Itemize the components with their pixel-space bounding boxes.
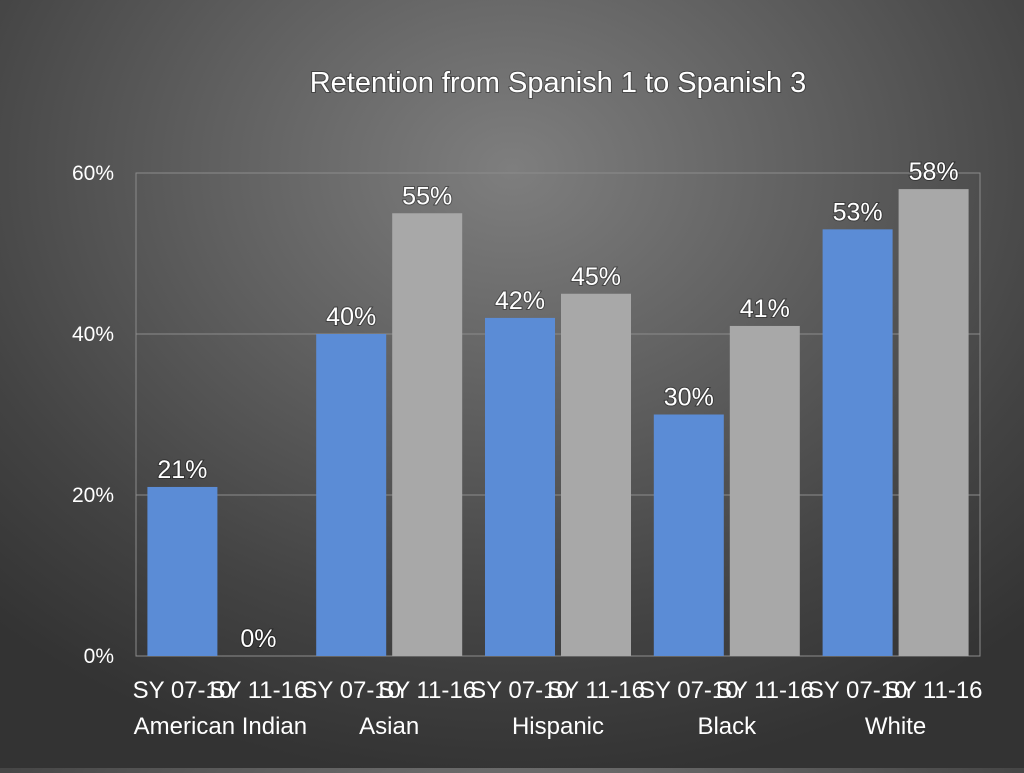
- data-label: 41%: [740, 295, 790, 323]
- bar: [822, 229, 893, 656]
- data-label: 53%: [833, 198, 883, 226]
- bar: [561, 293, 631, 656]
- data-label: 55%: [402, 182, 452, 210]
- x-series-label: SY 11-16: [209, 677, 307, 704]
- data-label: 21%: [157, 456, 207, 484]
- data-label: 42%: [495, 287, 545, 315]
- y-tick-label: 20%: [72, 484, 114, 507]
- x-category-label: Black: [697, 713, 757, 740]
- x-series-label: SY 11-16: [378, 677, 476, 704]
- x-series-label: SY 11-16: [885, 677, 983, 704]
- bar: [729, 325, 800, 656]
- bar: [392, 213, 463, 656]
- data-label: 45%: [571, 263, 621, 291]
- x-category-label: Hispanic: [512, 713, 604, 740]
- x-series-label: SY 07-10: [470, 677, 570, 704]
- x-series-label: SY 07-10: [808, 677, 908, 704]
- x-series-label: SY 07-10: [133, 677, 233, 704]
- chart-title: Retention from Spanish 1 to Spanish 3: [310, 67, 807, 99]
- data-label: 0%: [240, 625, 276, 653]
- bar: [147, 486, 218, 656]
- x-series-label: SY 11-16: [716, 677, 814, 704]
- x-series-label: SY 11-16: [547, 677, 645, 704]
- x-category-label: American Indian: [134, 713, 307, 740]
- y-tick-label: 0%: [84, 645, 114, 668]
- y-tick-label: 60%: [72, 162, 114, 185]
- data-label: 58%: [909, 158, 959, 186]
- x-category-label: Asian: [359, 713, 419, 740]
- data-label: 40%: [326, 303, 376, 331]
- bar: [653, 414, 724, 656]
- bar: [485, 317, 555, 656]
- x-series-label: SY 07-10: [301, 677, 401, 704]
- bar: [316, 334, 387, 656]
- x-category-label: White: [865, 713, 926, 740]
- y-tick-label: 40%: [72, 323, 114, 346]
- bar: [898, 189, 969, 656]
- data-label: 30%: [664, 384, 714, 412]
- x-series-label: SY 07-10: [639, 677, 739, 704]
